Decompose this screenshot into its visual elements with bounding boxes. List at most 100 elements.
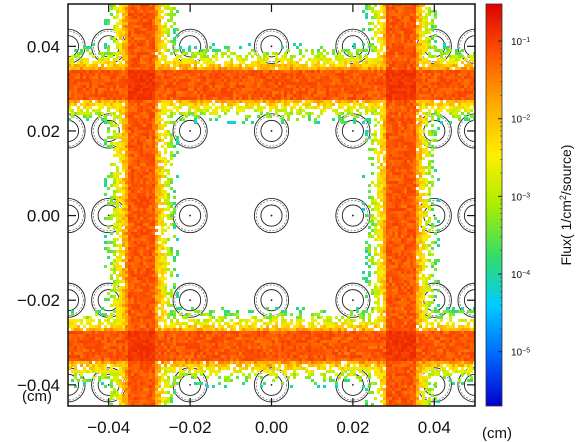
flux-cell: [152, 190, 155, 193]
flux-cell: [401, 253, 404, 256]
flux-cell: [113, 181, 116, 184]
flux-cell: [128, 46, 131, 49]
flux-cell: [104, 139, 107, 142]
flux-cell: [362, 202, 365, 205]
flux-cell: [143, 196, 146, 199]
flux-cell: [413, 166, 416, 169]
flux-cell: [464, 118, 467, 121]
flux-cell: [386, 184, 389, 187]
flux-cell: [407, 163, 410, 166]
flux-cell: [125, 7, 128, 10]
flux-cell: [215, 73, 218, 76]
flux-cell: [383, 136, 386, 139]
flux-cell: [137, 109, 140, 112]
flux-cell: [392, 196, 395, 199]
flux-cell: [440, 88, 443, 91]
flux-cell: [428, 154, 431, 157]
flux-cell: [392, 73, 395, 76]
flux-cell: [209, 67, 212, 70]
flux-cell: [254, 79, 257, 82]
flux-cell: [185, 73, 188, 76]
flux-cell: [170, 253, 173, 256]
flux-cell: [452, 100, 455, 103]
flux-cell: [182, 58, 185, 61]
flux-cell: [467, 94, 470, 97]
flux-cell: [467, 82, 470, 85]
flux-cell: [359, 88, 362, 91]
flux-cell: [425, 172, 428, 175]
flux-cell: [389, 19, 392, 22]
flux-cell: [323, 97, 326, 100]
flux-cell: [176, 142, 179, 145]
flux-cell: [395, 25, 398, 28]
flux-cell: [425, 247, 428, 250]
flux-cell: [149, 34, 152, 37]
flux-cell: [170, 250, 173, 253]
flux-cell: [461, 76, 464, 79]
flux-cell: [215, 70, 218, 73]
flux-cell: [320, 88, 323, 91]
flux-cell: [416, 190, 419, 193]
flux-cell: [116, 109, 119, 112]
flux-cell: [179, 64, 182, 67]
flux-cell: [413, 85, 416, 88]
flux-cell: [104, 88, 107, 91]
flux-cell: [449, 100, 452, 103]
flux-cell: [398, 235, 401, 238]
flux-cell: [371, 217, 374, 220]
flux-cell: [77, 91, 80, 94]
flux-cell: [392, 79, 395, 82]
flux-cell: [398, 58, 401, 61]
flux-cell: [305, 91, 308, 94]
flux-cell: [284, 112, 287, 115]
flux-cell: [164, 151, 167, 154]
flux-cell: [185, 61, 188, 64]
flux-cell: [83, 112, 86, 115]
flux-cell: [131, 76, 134, 79]
flux-cell: [89, 115, 92, 118]
flux-cell: [467, 76, 470, 79]
flux-cell: [287, 88, 290, 91]
flux-cell: [161, 94, 164, 97]
flux-cell: [188, 79, 191, 82]
flux-cell: [125, 148, 128, 151]
flux-cell: [440, 61, 443, 64]
flux-cell: [158, 115, 161, 118]
flux-cell: [272, 67, 275, 70]
flux-cell: [260, 109, 263, 112]
flux-cell: [344, 91, 347, 94]
flux-cell: [122, 100, 125, 103]
flux-cell: [380, 163, 383, 166]
flux-cell: [149, 172, 152, 175]
flux-cell: [140, 97, 143, 100]
flux-cell: [221, 82, 224, 85]
flux-cell: [152, 229, 155, 232]
flux-cell: [389, 88, 392, 91]
flux-cell: [410, 16, 413, 19]
flux-cell: [398, 157, 401, 160]
flux-cell: [155, 145, 158, 148]
flux-cell: [458, 82, 461, 85]
flux-cell: [161, 118, 164, 121]
flux-cell: [143, 46, 146, 49]
flux-cell: [413, 16, 416, 19]
flux-cell: [140, 202, 143, 205]
flux-cell: [158, 223, 161, 226]
flux-cell: [365, 97, 368, 100]
flux-cell: [149, 10, 152, 13]
flux-cell: [374, 136, 377, 139]
flux-cell: [194, 46, 197, 49]
flux-cell: [329, 79, 332, 82]
flux-cell: [392, 124, 395, 127]
flux-cell: [212, 112, 215, 115]
flux-cell: [107, 106, 110, 109]
flux-cell: [386, 7, 389, 10]
flux-cell: [104, 52, 107, 55]
flux-cell: [377, 82, 380, 85]
flux-cell: [131, 256, 134, 259]
flux-cell: [131, 190, 134, 193]
flux-cell: [263, 67, 266, 70]
flux-cell: [146, 181, 149, 184]
flux-cell: [131, 10, 134, 13]
flux-cell: [377, 196, 380, 199]
